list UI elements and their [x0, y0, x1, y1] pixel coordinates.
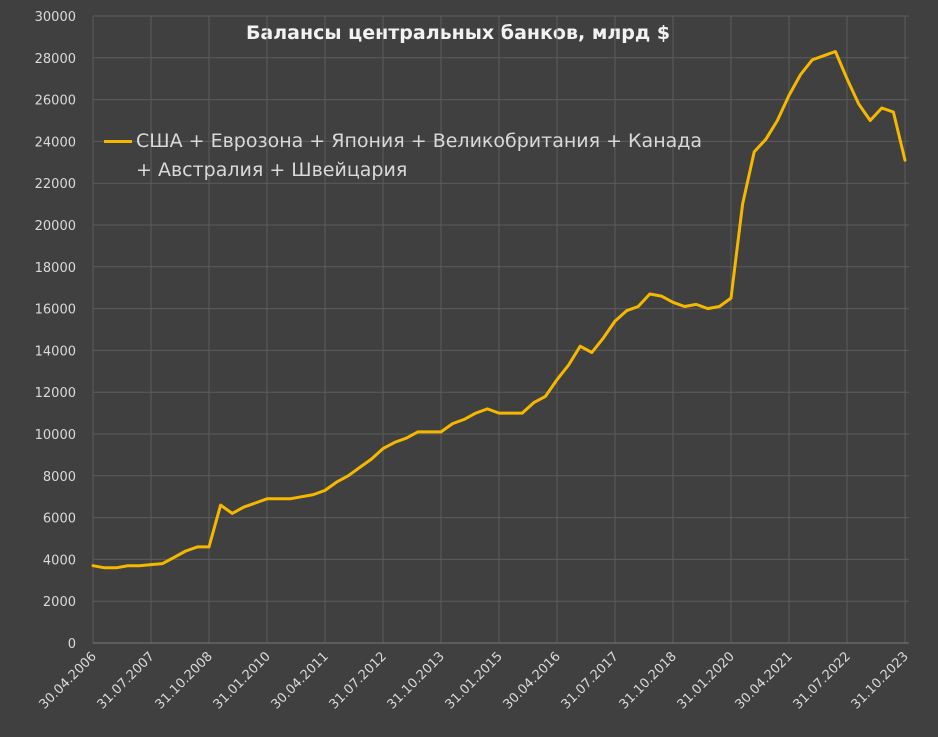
- y-tick-label: 28000: [35, 52, 76, 67]
- legend-swatch: [104, 140, 132, 143]
- x-tick-label: 31.07.2012: [327, 649, 390, 712]
- x-tick-label: 30.04.2006: [37, 649, 100, 712]
- x-tick-label: 31.01.2015: [443, 649, 506, 712]
- x-tick-label: 31.10.2008: [153, 649, 216, 712]
- y-tick-label: 8000: [43, 470, 76, 485]
- x-tick-label: 30.04.2021: [733, 649, 796, 712]
- x-tick-label: 30.04.2011: [269, 649, 332, 712]
- x-tick-label: 31.10.2018: [617, 649, 680, 712]
- y-tick-label: 6000: [43, 512, 76, 527]
- y-tick-label: 0: [68, 637, 76, 652]
- y-tick-label: 20000: [35, 219, 76, 234]
- data-line: [91, 50, 907, 570]
- x-tick-label: 31.10.2023: [849, 649, 912, 712]
- x-tick-label: 31.01.2010: [211, 649, 274, 712]
- legend: США + Еврозона + Япония + Великобритания…: [104, 127, 704, 185]
- y-tick-label: 4000: [43, 553, 76, 568]
- y-tick-label: 30000: [35, 10, 76, 25]
- y-tick-label: 14000: [35, 344, 76, 359]
- y-tick-label: 22000: [35, 177, 76, 192]
- x-tick-label: 31.07.2007: [95, 649, 158, 712]
- x-tick-label: 30.04.2016: [501, 649, 564, 712]
- legend-label: США + Еврозона + Япония + Великобритания…: [136, 130, 703, 181]
- x-tick-label: 31.01.2020: [675, 649, 738, 712]
- x-tick-label: 31.07.2017: [559, 649, 622, 712]
- chart-title: Балансы центральных банков, млрд $: [246, 22, 670, 44]
- y-tick-label: 12000: [35, 386, 76, 401]
- y-tick-label: 16000: [35, 303, 76, 318]
- y-tick-label: 24000: [35, 135, 76, 150]
- x-tick-label: 31.10.2013: [385, 649, 448, 712]
- y-tick-label: 26000: [35, 94, 76, 109]
- y-tick-label: 2000: [43, 595, 76, 610]
- x-tick-label: 31.07.2022: [791, 649, 854, 712]
- y-tick-label: 10000: [35, 428, 76, 443]
- y-tick-label: 18000: [35, 261, 76, 276]
